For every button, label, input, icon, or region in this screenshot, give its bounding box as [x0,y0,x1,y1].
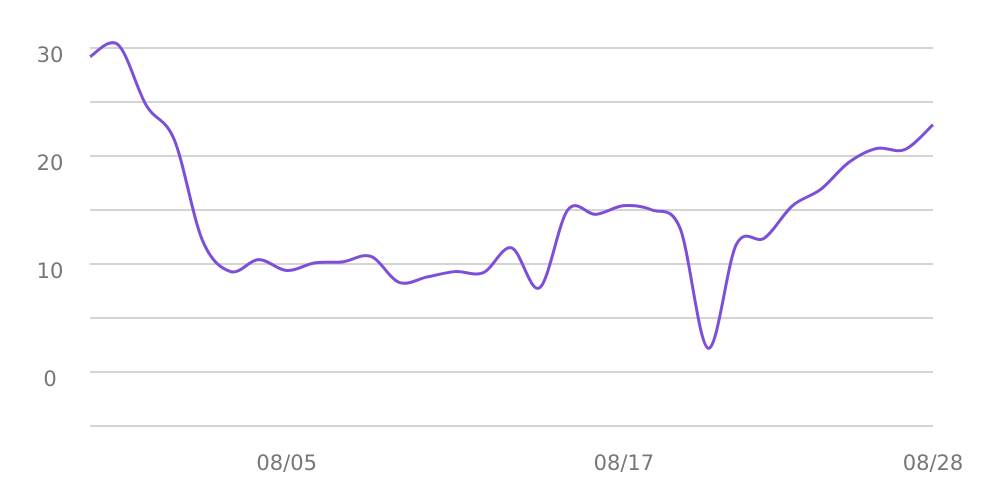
x-tick-label: 08/17 [594,451,655,475]
y-tick-label: 0 [43,367,56,391]
y-tick-label: 30 [37,43,64,67]
y-tick-label: 20 [37,151,64,175]
x-tick-label: 08/05 [256,451,317,475]
x-tick-label: 08/28 [903,451,964,475]
y-tick-label: 10 [37,259,64,283]
series-line [89,41,935,350]
